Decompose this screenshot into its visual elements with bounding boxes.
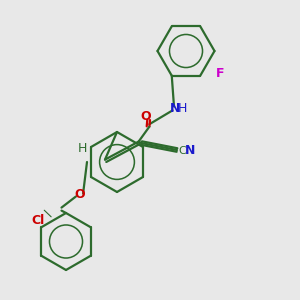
Text: H: H <box>178 101 187 115</box>
Text: C: C <box>178 146 186 156</box>
Text: Cl: Cl <box>32 214 45 227</box>
Text: N: N <box>184 144 195 157</box>
Text: O: O <box>74 188 85 201</box>
Text: F: F <box>216 67 224 80</box>
Text: N: N <box>169 101 180 115</box>
Text: O: O <box>141 110 152 123</box>
Text: H: H <box>78 142 87 155</box>
